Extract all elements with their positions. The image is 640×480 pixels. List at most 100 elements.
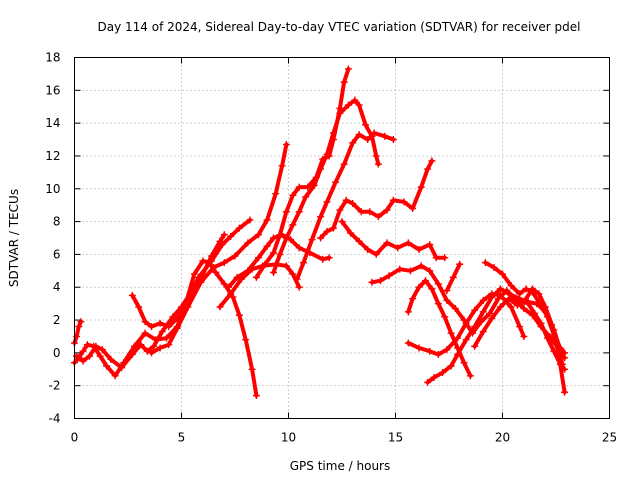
data-point [471,342,479,350]
data-point [522,285,530,293]
y-tick-label: 6 [53,247,61,261]
data-point [443,296,451,304]
data-point [317,213,325,221]
data-point [295,208,303,216]
data-point [289,221,297,229]
data-point [329,224,337,232]
y-tick-label: 18 [45,51,60,65]
data-point [496,285,504,293]
data-point [85,352,93,360]
data-point [148,323,156,331]
data-point [409,295,417,303]
data-point [434,300,442,308]
data-point [537,319,545,327]
data-point [516,290,524,298]
data-point [488,293,496,301]
data-point [471,306,479,314]
data-point [428,285,436,293]
data-point [210,264,218,272]
data-point [216,237,224,245]
data-point [278,162,286,170]
data-point [261,260,269,268]
data-point [543,334,551,342]
data-point [304,183,312,191]
data-point [462,319,470,327]
data-point [417,262,425,270]
data-point [190,270,198,278]
data-point [342,196,350,204]
data-point [454,351,462,359]
y-tick-label: 12 [45,149,60,163]
x-tick-label: 25 [602,431,617,445]
data-point [323,227,331,235]
data-point [270,268,278,276]
data-point [426,347,434,355]
data-point [481,259,489,267]
data-point [323,198,331,206]
data-point [409,204,417,212]
data-point [507,303,515,311]
x-tick-label: 0 [71,431,79,445]
data-point [156,344,164,352]
series-pass-19 [481,259,569,357]
data-point [92,342,100,350]
series-line [295,131,396,281]
data-point [537,301,545,309]
y-tick-label: 0 [53,346,61,360]
series-pass-2 [71,318,85,347]
data-point [220,231,228,239]
data-point [293,275,301,283]
data-point [295,283,303,291]
data-point [426,267,434,275]
data-point [255,254,263,262]
data-point [451,305,459,313]
data-point [165,323,173,331]
data-point [355,131,363,139]
data-point [107,355,115,363]
data-point [220,280,228,288]
data-point [128,291,136,299]
data-point [111,372,119,380]
data-point [396,265,404,273]
data-point [389,136,397,144]
data-point [374,213,382,221]
data-point [406,267,414,275]
series-line [340,219,447,260]
data-point [531,309,539,317]
data-point [276,231,284,239]
data-point [443,287,451,295]
series-line [72,319,83,345]
data-point [207,252,215,260]
data-point [447,362,455,370]
series-pass-4 [128,231,228,331]
data-point [561,365,569,373]
series-pass-10 [293,129,397,283]
data-point [372,152,380,160]
data-point [150,342,158,350]
data-series [71,65,569,400]
data-point [394,244,402,252]
data-point [235,311,243,319]
data-point [118,364,126,372]
data-point [184,303,192,311]
data-point [270,234,278,242]
data-point [317,165,325,173]
data-point [270,249,278,257]
y-tick-label: 10 [45,182,60,196]
data-point [479,328,487,336]
series-pass-15 [404,290,528,359]
data-point [556,344,564,352]
data-point [462,336,470,344]
grid-lines [74,57,610,419]
data-point [246,216,254,224]
data-point [404,239,412,247]
data-point [295,244,303,252]
data-point [96,352,104,360]
data-point [163,334,171,342]
data-point [325,254,333,262]
data-point [349,200,357,208]
data-point [543,313,551,321]
data-point [79,347,87,355]
series-pass-12 [338,218,449,262]
data-point [516,323,524,331]
